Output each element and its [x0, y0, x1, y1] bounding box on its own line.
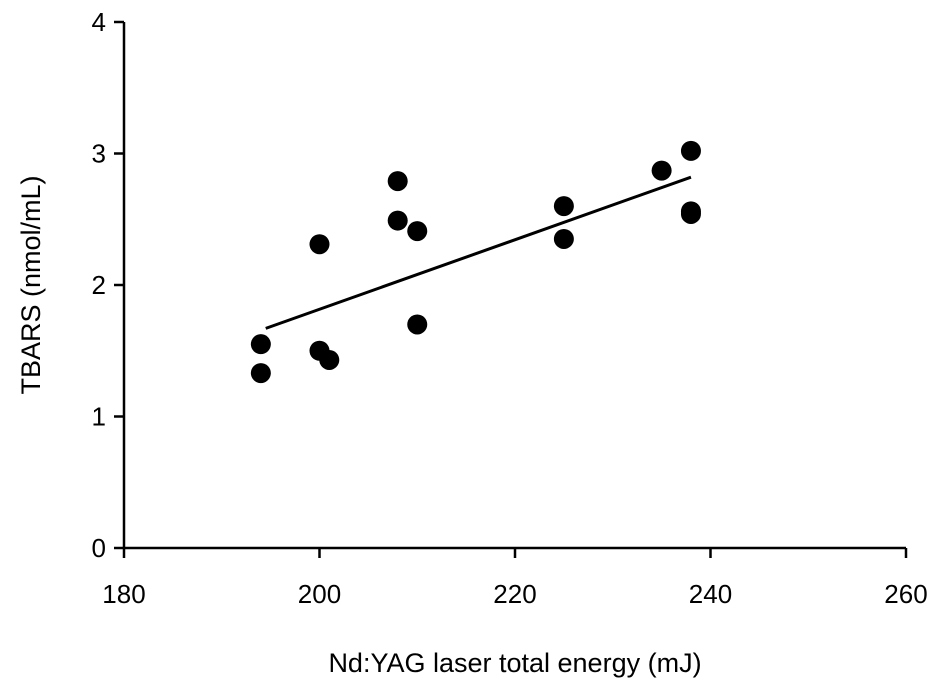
data-point: [553, 228, 574, 249]
points-layer: [250, 140, 701, 384]
x-tick-label: 220: [493, 579, 536, 609]
y-ticks: 0 1 2 3 4: [92, 7, 124, 563]
trendline-layer: [265, 175, 692, 330]
data-point: [407, 314, 428, 335]
x-tick-label: 200: [298, 579, 341, 609]
data-point: [680, 140, 701, 161]
data-point: [387, 210, 408, 231]
x-tick-label: 180: [102, 579, 145, 609]
y-tick-label: 1: [92, 402, 106, 432]
x-tick-label: 260: [884, 579, 927, 609]
data-point: [319, 349, 340, 370]
y-tick-label: 4: [92, 7, 106, 37]
y-axis-title: TBARS (nmol/mL): [16, 175, 46, 394]
data-point: [651, 160, 672, 181]
data-point: [250, 334, 271, 355]
data-point: [250, 363, 271, 384]
x-axis-title: Nd:YAG laser total energy (mJ): [328, 648, 701, 678]
data-point: [309, 234, 330, 255]
data-point: [553, 196, 574, 217]
x-tick-label: 240: [689, 579, 732, 609]
y-tick-label: 0: [92, 533, 106, 563]
x-ticks: 180 200 220 240 260: [102, 548, 928, 609]
y-tick-label: 2: [92, 270, 106, 300]
data-point: [387, 171, 408, 192]
data-point: [407, 221, 428, 242]
y-tick-label: 3: [92, 139, 106, 169]
data-point: [680, 203, 701, 224]
trendline: [265, 175, 692, 330]
